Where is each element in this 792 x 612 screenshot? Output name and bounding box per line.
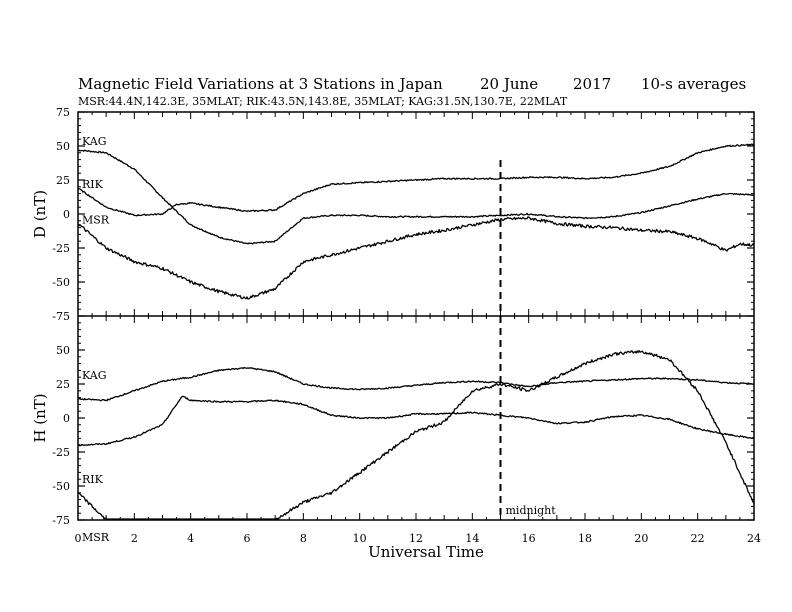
- series-label-kag: KAG: [82, 369, 107, 382]
- series-label-rik: RIK: [82, 178, 104, 191]
- y-tick-label: -75: [52, 310, 70, 323]
- y-axis-title-d: D (nT): [31, 190, 49, 238]
- midnight-label: midnight: [506, 504, 557, 517]
- trace-rik-h: [77, 395, 755, 447]
- y-tick-label: 50: [56, 140, 70, 153]
- trace-msr-h: [77, 350, 755, 520]
- y-tick-label: -75: [52, 514, 70, 527]
- x-tick-label: 20: [634, 532, 648, 545]
- x-tick-label: 22: [691, 532, 705, 545]
- trace-rik-d: [77, 143, 755, 217]
- series-label-msr: MSR: [82, 214, 110, 227]
- y-tick-label: -50: [52, 480, 70, 493]
- y-tick-label: 25: [56, 378, 70, 391]
- y-tick-label: 0: [63, 412, 70, 425]
- y-tick-label: -50: [52, 276, 70, 289]
- trace-kag-h: [77, 366, 755, 402]
- axis-labels: KAG RIK MSR KAG RIK MSR: [82, 135, 110, 544]
- series-label-rik: RIK: [82, 473, 104, 486]
- data-traces: [77, 143, 755, 520]
- chart-title: Magnetic Field Variations at 3 Stations …: [78, 75, 443, 93]
- x-tick-label: 2: [131, 532, 138, 545]
- x-tick-label: 24: [747, 532, 761, 545]
- trace-kag-d: [78, 149, 755, 245]
- y-tick-label: 75: [56, 106, 70, 119]
- chart-date-year: 2017: [573, 75, 611, 93]
- y-axis-title-h: H (nT): [31, 393, 49, 442]
- y-tick-label: -25: [52, 242, 70, 255]
- y-tick-label: 50: [56, 344, 70, 357]
- x-tick-label: 10: [353, 532, 367, 545]
- chart-date-day: 20 June: [480, 75, 538, 93]
- y-tick-label: 25: [56, 174, 70, 187]
- y-tick-label: -25: [52, 446, 70, 459]
- x-tick-label: 8: [300, 532, 307, 545]
- x-tick-label: 18: [578, 532, 592, 545]
- station-coordinates: MSR:44.4N,142.3E, 35MLAT; RIK:43.5N,143.…: [78, 95, 568, 108]
- trace-msr-d: [77, 216, 755, 300]
- series-label-msr: MSR: [82, 531, 110, 544]
- chart-averaging: 10-s averages: [641, 75, 746, 93]
- x-tick-label: 12: [409, 532, 423, 545]
- series-label-kag: KAG: [82, 135, 107, 148]
- x-tick-label: 16: [522, 532, 536, 545]
- x-tick-label: 14: [465, 532, 479, 545]
- x-tick-label: 0: [75, 532, 82, 545]
- x-axis-title: Universal Time: [368, 543, 484, 561]
- x-tick-label: 6: [244, 532, 251, 545]
- y-tick-label: 0: [63, 208, 70, 221]
- x-tick-label: 4: [187, 532, 194, 545]
